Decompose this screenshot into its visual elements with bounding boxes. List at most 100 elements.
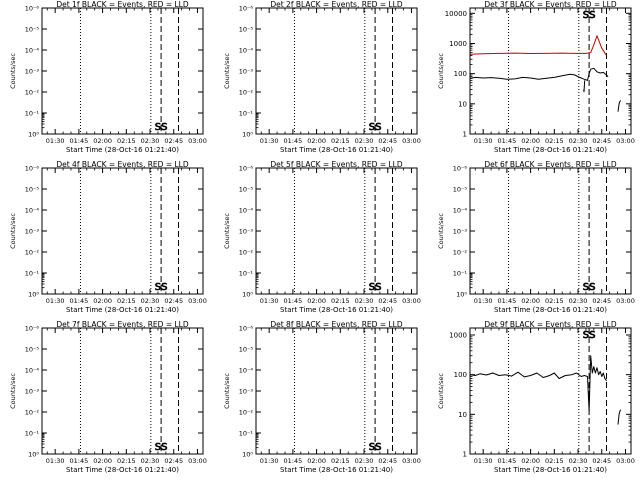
y-tick-label: 10⁰ bbox=[242, 451, 253, 459]
x-tick-label: 01:30 bbox=[260, 137, 279, 145]
series-line bbox=[617, 100, 622, 112]
y-tick-label: 10000 bbox=[445, 10, 467, 18]
x-tick-label: 02:00 bbox=[307, 137, 326, 145]
x-tick-label: 03:00 bbox=[402, 137, 421, 145]
x-tick-label: 01:45 bbox=[70, 297, 89, 305]
y-tick-label: 1000 bbox=[449, 331, 467, 339]
x-tick-label: 02:00 bbox=[521, 297, 540, 305]
y-axis-label: Counts/sec bbox=[223, 373, 231, 409]
detector-panel: Det 5f BLACK = Events, RED = LLD Counts/s… bbox=[223, 160, 421, 314]
ss-marker-label: SS bbox=[369, 442, 382, 453]
y-tick-label: 10⁻⁴ bbox=[239, 207, 254, 215]
detector-panel: Det 4f BLACK = Events, RED = LLD Counts/s… bbox=[9, 160, 207, 314]
ss-marker-label: SS bbox=[369, 282, 382, 293]
y-tick-label: 1000 bbox=[449, 40, 467, 48]
x-tick-label: 02:15 bbox=[545, 297, 564, 305]
x-tick-label: 02:00 bbox=[307, 297, 326, 305]
x-axis-label: Start Time (28-Oct-16 01:21:40) bbox=[494, 306, 607, 314]
y-tick-label: 10⁻⁶ bbox=[239, 325, 254, 333]
y-tick-label: 10⁻¹ bbox=[453, 270, 468, 278]
x-tick-label: 02:15 bbox=[545, 457, 564, 465]
panel-title: Det 6f BLACK = Events, RED = LLD bbox=[484, 160, 617, 169]
panel-title: Det 8f BLACK = Events, RED = LLD bbox=[270, 320, 403, 329]
y-tick-label: 10⁻⁶ bbox=[25, 5, 40, 13]
y-tick-label: 10⁰ bbox=[242, 131, 253, 139]
y-tick-label: 10⁻⁶ bbox=[25, 325, 40, 333]
y-tick-label: 10⁻¹ bbox=[239, 110, 254, 118]
x-tick-label: 02:00 bbox=[521, 457, 540, 465]
x-tick-label: 02:30 bbox=[355, 297, 374, 305]
x-tick-label: 02:45 bbox=[378, 297, 397, 305]
y-tick-label: 10 bbox=[458, 411, 467, 419]
x-tick-label: 02:15 bbox=[117, 457, 136, 465]
x-tick-label: 02:45 bbox=[378, 137, 397, 145]
x-tick-label: 02:30 bbox=[569, 137, 588, 145]
x-axis-label: Start Time (28-Oct-16 01:21:40) bbox=[494, 466, 607, 474]
ss-marker-label: SS bbox=[583, 330, 596, 341]
y-axis-label: Counts/sec bbox=[9, 213, 17, 249]
x-tick-label: 01:45 bbox=[498, 297, 517, 305]
x-axis-label: Start Time (28-Oct-16 01:21:40) bbox=[66, 466, 179, 474]
y-tick-label: 100 bbox=[454, 371, 467, 379]
x-tick-label: 03:00 bbox=[616, 297, 635, 305]
y-tick-label: 10⁻³ bbox=[25, 388, 40, 396]
y-tick-label: 10⁻⁶ bbox=[239, 5, 254, 13]
ss-marker-label: SS bbox=[155, 122, 168, 133]
y-tick-label: 10⁻⁴ bbox=[25, 47, 40, 55]
y-tick-label: 10⁻² bbox=[239, 89, 254, 97]
y-axis-label: Counts/sec bbox=[9, 373, 17, 409]
x-tick-label: 02:30 bbox=[141, 137, 160, 145]
y-tick-label: 10⁻⁵ bbox=[25, 26, 40, 34]
ss-marker-label: SS bbox=[583, 10, 596, 21]
x-axis-label: Start Time (28-Oct-16 01:21:40) bbox=[494, 146, 607, 154]
y-tick-label: 10⁻¹ bbox=[239, 430, 254, 438]
y-tick-label: 10⁻² bbox=[25, 249, 40, 257]
x-tick-label: 02:00 bbox=[93, 457, 112, 465]
y-tick-label: 10⁻² bbox=[25, 89, 40, 97]
y-tick-label: 100 bbox=[454, 70, 467, 78]
y-axis-label: Counts/sec bbox=[437, 213, 445, 249]
y-axis-label: Counts/sec bbox=[223, 53, 231, 89]
x-tick-label: 01:30 bbox=[474, 297, 493, 305]
x-tick-label: 02:00 bbox=[521, 137, 540, 145]
panel-title: Det 2f BLACK = Events, RED = LLD bbox=[270, 0, 403, 9]
y-tick-label: 10⁻² bbox=[239, 409, 254, 417]
x-tick-label: 03:00 bbox=[188, 297, 207, 305]
x-tick-label: 02:45 bbox=[378, 457, 397, 465]
x-axis-label: Start Time (28-Oct-16 01:21:40) bbox=[66, 146, 179, 154]
y-tick-label: 10⁰ bbox=[28, 131, 39, 139]
y-tick-label: 1 bbox=[463, 131, 467, 139]
y-tick-label: 10⁻¹ bbox=[25, 270, 40, 278]
y-tick-label: 10⁻¹ bbox=[25, 430, 40, 438]
ss-marker-label: SS bbox=[155, 442, 168, 453]
x-tick-label: 03:00 bbox=[188, 457, 207, 465]
x-tick-label: 02:00 bbox=[93, 137, 112, 145]
detector-panel: Det 9f BLACK = Events, RED = LLD Counts/s… bbox=[437, 320, 635, 474]
y-tick-label: 10⁻⁴ bbox=[239, 47, 254, 55]
y-axis-label: Counts/sec bbox=[437, 373, 445, 409]
x-tick-label: 02:30 bbox=[355, 137, 374, 145]
detector-panel: Det 8f BLACK = Events, RED = LLD Counts/s… bbox=[223, 320, 421, 474]
y-tick-label: 10⁻⁶ bbox=[239, 165, 254, 173]
y-tick-label: 10⁻³ bbox=[239, 228, 254, 236]
y-tick-label: 10⁻³ bbox=[239, 68, 254, 76]
x-tick-label: 02:00 bbox=[93, 297, 112, 305]
x-tick-label: 03:00 bbox=[402, 297, 421, 305]
x-tick-label: 02:30 bbox=[141, 297, 160, 305]
x-tick-label: 02:45 bbox=[592, 457, 611, 465]
y-tick-label: 10⁻⁵ bbox=[239, 346, 254, 354]
x-tick-label: 02:15 bbox=[331, 457, 350, 465]
x-tick-label: 01:30 bbox=[260, 297, 279, 305]
x-tick-label: 01:30 bbox=[474, 457, 493, 465]
x-tick-label: 01:45 bbox=[284, 457, 303, 465]
x-tick-label: 02:15 bbox=[545, 137, 564, 145]
y-tick-label: 10⁻⁵ bbox=[25, 346, 40, 354]
y-tick-label: 10⁻¹ bbox=[25, 110, 40, 118]
x-tick-label: 01:45 bbox=[498, 137, 517, 145]
x-tick-label: 01:30 bbox=[46, 457, 65, 465]
y-tick-label: 10⁻³ bbox=[239, 388, 254, 396]
y-tick-label: 10⁻³ bbox=[453, 228, 468, 236]
x-tick-label: 01:45 bbox=[284, 297, 303, 305]
y-tick-label: 10⁻² bbox=[239, 249, 254, 257]
